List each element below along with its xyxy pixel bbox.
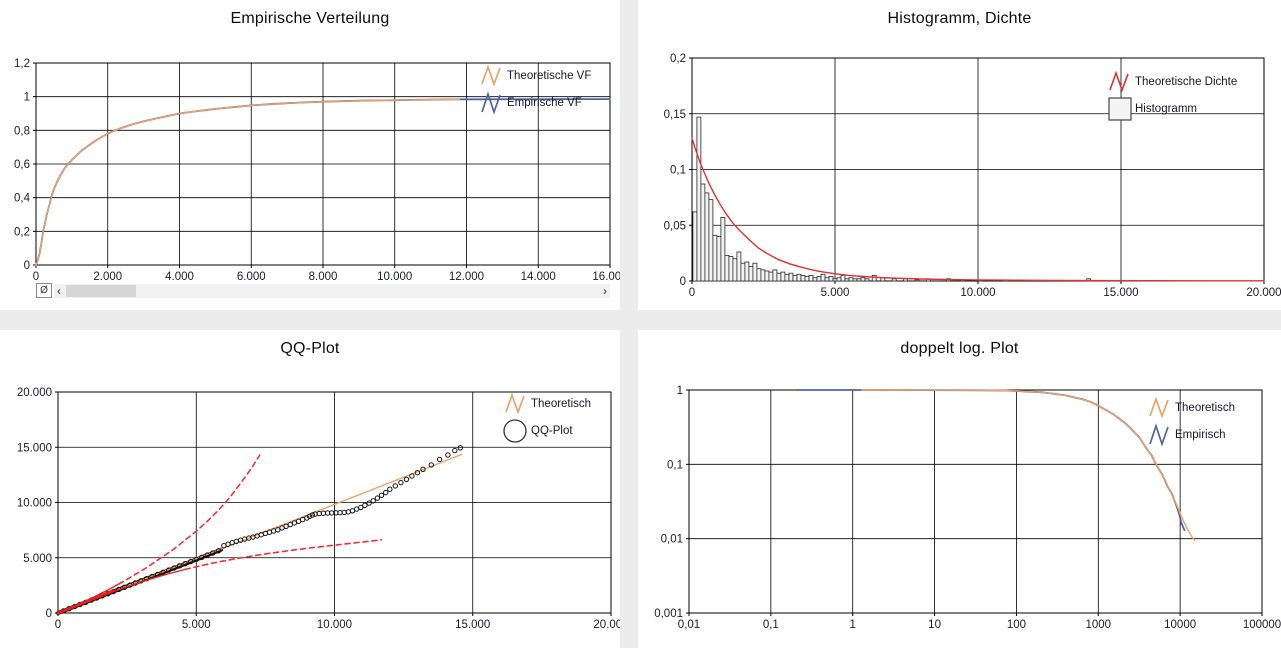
legend-item: Theoretische VF	[478, 62, 591, 89]
panel-histogram: Histogramm, Dichte 0 5.000 10.000 15.000 20.…	[638, 0, 1281, 310]
svg-text:10.000: 10.000	[317, 619, 352, 631]
svg-text:1000: 1000	[1085, 619, 1111, 631]
scrollbar-thumb[interactable]	[66, 285, 136, 297]
page-title: QQ-Plot	[280, 340, 340, 357]
svg-text:10000: 10000	[1164, 619, 1196, 631]
legend-item-label: Theoretisch	[1175, 401, 1236, 414]
chart-scroll-controls: Ø ‹ ›	[36, 283, 610, 299]
zigzag-icon	[478, 63, 505, 89]
legend-item-label: Empirisch	[1175, 428, 1226, 441]
svg-text:5.000: 5.000	[182, 619, 211, 631]
legend-item-label: Theoretische Dichte	[1135, 75, 1238, 88]
svg-text:10.000: 10.000	[377, 271, 412, 283]
svg-text:0,15: 0,15	[664, 109, 686, 121]
zigzag-icon	[1106, 69, 1133, 95]
square-icon	[1106, 96, 1133, 122]
svg-text:0,01: 0,01	[661, 534, 683, 546]
histogram-chart[interactable]: 0 5.000 10.000 15.000 20.000 0 0,05 0,1 0,15 0,2	[638, 0, 1281, 310]
svg-text:15.000: 15.000	[455, 619, 490, 631]
legend-item: Histogramm	[1106, 95, 1237, 122]
svg-text:20.000: 20.000	[1246, 287, 1281, 299]
svg-text:1,2: 1,2	[14, 58, 30, 70]
svg-text:1: 1	[24, 92, 30, 104]
svg-text:0: 0	[680, 276, 686, 288]
zigzag-icon	[478, 90, 505, 116]
svg-text:0,05: 0,05	[664, 220, 686, 232]
loglog-chart[interactable]: 0,01 0,1 1 10 100 1000 10000 10000010,10,010,00…	[638, 330, 1281, 648]
legend-item: Theoretisch	[502, 390, 591, 417]
legend: Theoretisch Empirisch	[1146, 394, 1235, 448]
svg-text:1: 1	[677, 385, 683, 397]
svg-text:0,1: 0,1	[670, 165, 686, 177]
svg-text:10: 10	[928, 619, 941, 631]
svg-text:5.000: 5.000	[821, 287, 850, 299]
legend-item-label: QQ-Plot	[531, 424, 573, 437]
svg-text:12.000: 12.000	[449, 271, 484, 283]
svg-text:0: 0	[24, 260, 30, 272]
svg-text:0,01: 0,01	[678, 619, 700, 631]
qq-plot-chart[interactable]: 0 5.000 10.000 15.000 20.000 0 5.000 10.000 15.0…	[0, 330, 620, 648]
panel-empirical-cdf: Empirische Verteilung 0 2.000 4.000 6.000 8.…	[0, 0, 620, 310]
svg-text:20.000: 20.000	[593, 619, 620, 631]
panel-qq-plot: QQ-Plot 0 5.000 10.000 15.000 20.000 0 5.000 10…	[0, 330, 620, 648]
svg-text:0: 0	[33, 271, 39, 283]
svg-text:1: 1	[850, 619, 856, 631]
svg-text:0,2: 0,2	[670, 53, 686, 65]
svg-text:2.000: 2.000	[93, 271, 122, 283]
scroll-right-icon[interactable]: ›	[603, 284, 607, 298]
legend-item-label: Theoretische VF	[507, 69, 592, 82]
svg-text:5.000: 5.000	[23, 553, 52, 565]
svg-text:4.000: 4.000	[165, 271, 194, 283]
legend: Theoretische VF Empirische VF	[478, 62, 591, 116]
svg-text:100000: 100000	[1243, 619, 1281, 631]
svg-text:0,6: 0,6	[14, 159, 30, 171]
svg-text:15.000: 15.000	[1103, 287, 1138, 299]
legend-item: Theoretisch	[1146, 394, 1235, 421]
zigzag-icon	[502, 391, 529, 417]
svg-text:0: 0	[689, 287, 695, 299]
legend-item: QQ-Plot	[502, 417, 591, 444]
legend: Theoretisch QQ-Plot	[502, 390, 591, 444]
scroll-left-icon[interactable]: ‹	[57, 284, 61, 298]
panel-loglog: doppelt log. Plot 0,01 0,1 1 10 100 1000 10000…	[638, 330, 1281, 648]
reset-zoom-button[interactable]: Ø	[36, 283, 52, 298]
svg-text:14.000: 14.000	[521, 271, 556, 283]
legend-item: Theoretische Dichte	[1106, 68, 1237, 95]
svg-text:0,1: 0,1	[667, 459, 683, 471]
svg-text:20.000: 20.000	[17, 387, 52, 399]
horizontal-scrollbar[interactable]: ‹ ›	[54, 284, 610, 298]
svg-text:15.000: 15.000	[17, 442, 52, 454]
svg-text:0,4: 0,4	[14, 193, 31, 205]
svg-text:10.000: 10.000	[17, 498, 52, 510]
zigzag-icon	[1146, 395, 1173, 421]
legend-item-label: Theoretisch	[531, 397, 592, 410]
page-title: Histogramm, Dichte	[887, 10, 1032, 27]
svg-text:10.000: 10.000	[960, 287, 995, 299]
circle-icon	[502, 418, 529, 444]
legend-item-label: Histogramm	[1135, 102, 1197, 115]
legend-item-label: Empirische VF	[507, 96, 582, 109]
svg-text:0,1: 0,1	[763, 619, 779, 631]
page-title: doppelt log. Plot	[900, 340, 1019, 357]
legend-item: Empirisch	[1146, 421, 1235, 448]
svg-text:0,8: 0,8	[14, 125, 30, 137]
svg-text:6.000: 6.000	[237, 271, 266, 283]
svg-text:0,2: 0,2	[14, 226, 30, 238]
svg-text:0,001: 0,001	[654, 608, 683, 620]
page-title: Empirische Verteilung	[230, 10, 390, 27]
zigzag-icon	[1146, 422, 1173, 448]
legend: Theoretische Dichte Histogramm	[1106, 68, 1237, 122]
svg-text:8.000: 8.000	[309, 271, 338, 283]
svg-text:16.000: 16.000	[592, 271, 620, 283]
legend-item: Empirische VF	[478, 89, 591, 116]
svg-text:0: 0	[55, 619, 61, 631]
svg-text:100: 100	[1007, 619, 1026, 631]
svg-text:0: 0	[46, 608, 52, 620]
empirical-cdf-chart[interactable]: 0 2.000 4.000 6.000 8.000 10.000 12.000 14.000 1…	[0, 0, 620, 310]
